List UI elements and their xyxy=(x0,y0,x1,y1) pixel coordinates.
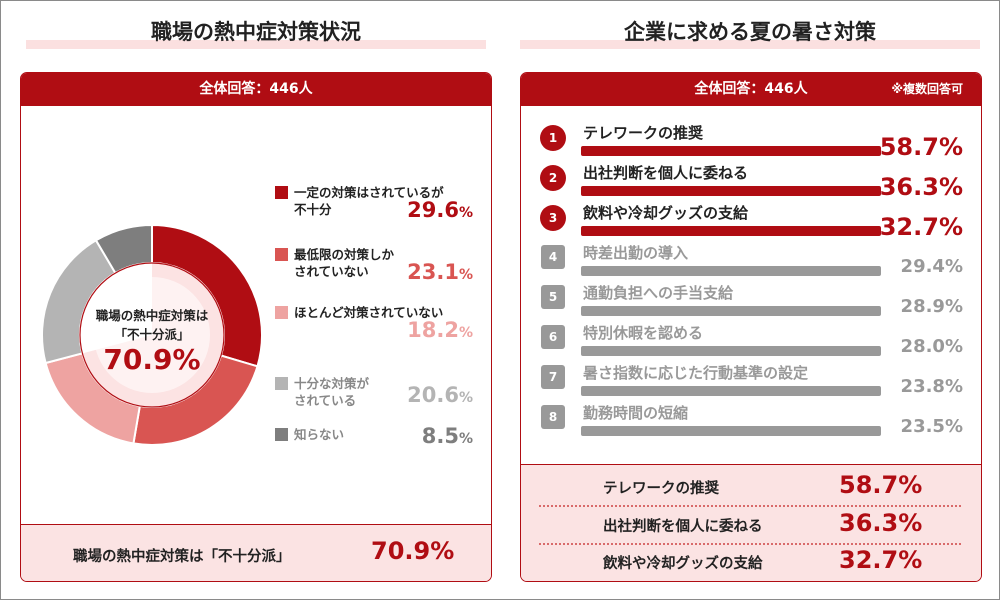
left-summary-bar: 職場の熱中症対策は「不十分派」 70.9% xyxy=(21,524,491,581)
bar-value: 23.8% xyxy=(900,376,963,397)
legend-percent-number: 29.6 xyxy=(407,198,459,222)
legend-percent: 23.1% xyxy=(393,260,473,284)
right-panel: 全体回答：446人 ※複数回答可 1 テレワークの推奨 58.7% 2 出社判断を個人に… xyxy=(520,72,982,582)
top3-value: 36.3% xyxy=(839,509,923,537)
rank-badge: 7 xyxy=(541,365,565,389)
bar xyxy=(581,346,881,356)
rank-badge: 4 xyxy=(541,245,565,269)
top3-row: 出社判断を個人に委ねる 36.3% xyxy=(539,505,961,542)
top3-label: 飲料や冷却グッズの支給 xyxy=(603,556,763,572)
bar-value: 29.4% xyxy=(900,256,963,277)
rank-badge: 3 xyxy=(540,205,566,231)
bar-value: 23.5% xyxy=(900,416,963,437)
legend-label-line: 知らない xyxy=(294,427,345,442)
right-title: 企業に求める夏の暑さ対策 xyxy=(624,20,876,44)
rank-badge: 5 xyxy=(541,285,565,309)
legend-percent-number: 23.1 xyxy=(407,260,459,284)
divider xyxy=(539,505,961,507)
bar-label: 飲料や冷却グッズの支給 xyxy=(583,204,749,222)
bar-label: 暑さ指数に応じた行動基準の設定 xyxy=(583,364,809,382)
left-summary-value: 70.9% xyxy=(371,537,455,565)
rank-badge: 2 xyxy=(540,165,566,191)
top3-summary-box: テレワークの推奨 58.7% 出社判断を個人に委ねる 36.3% 飲料や冷却グッ… xyxy=(521,464,981,581)
legend-percent: 29.6% xyxy=(393,198,473,222)
bar-label: 時差出勤の導入 xyxy=(583,244,689,262)
donut-chart xyxy=(41,223,263,446)
bar-label: 出社判断を個人に委ねる xyxy=(583,164,749,182)
bar-value: 28.0% xyxy=(900,336,963,357)
bar-value: 32.7% xyxy=(879,213,963,241)
bar xyxy=(581,306,881,316)
right-title-underline xyxy=(520,40,980,49)
left-summary-label: 職場の熱中症対策は「不十分派」 xyxy=(73,549,291,565)
legend-percent: 8.5% xyxy=(393,424,473,448)
legend-label: 十分な対策が されている xyxy=(294,375,369,409)
legend-percent-unit: % xyxy=(458,325,473,341)
bar xyxy=(581,186,881,196)
bar xyxy=(581,226,881,236)
inner-core xyxy=(94,277,210,393)
legend-label-line: 十分な対策が xyxy=(294,376,370,391)
bar xyxy=(581,266,881,276)
legend-label: 最低限の対策しか されていない xyxy=(294,246,394,280)
legend-percent-unit: % xyxy=(458,390,473,406)
legend-label-line: されていない xyxy=(294,264,369,279)
bar xyxy=(581,386,881,396)
top3-label: 出社判断を個人に委ねる xyxy=(603,519,763,535)
bar-value: 28.9% xyxy=(900,296,963,317)
legend-swatch xyxy=(275,377,288,390)
legend-percent: 20.6% xyxy=(393,383,473,407)
legend-percent-number: 18.2 xyxy=(407,318,459,342)
rank-badge: 1 xyxy=(540,125,566,151)
legend-label: ほとんど対策されていない xyxy=(294,304,443,321)
legend-swatch xyxy=(275,306,288,319)
bar xyxy=(581,146,881,156)
bar-label: テレワークの推奨 xyxy=(583,124,704,142)
divider xyxy=(539,543,961,545)
bar-value: 58.7% xyxy=(879,133,963,161)
left-title-underline xyxy=(26,40,486,49)
center-value: 70.9% xyxy=(103,343,201,376)
legend-swatch xyxy=(275,186,288,199)
legend-label: 一定の対策はされているが 不十分 xyxy=(294,184,444,218)
legend-label-line: 一定の対策はされているが xyxy=(294,185,444,200)
left-title: 職場の熱中症対策状況 xyxy=(151,20,361,44)
left-panel: 全体回答：446人 職場の熱中症対策は 「不十分派」 70.9% 一定の対策はさ… xyxy=(20,72,492,582)
top3-value: 58.7% xyxy=(839,471,923,499)
legend-percent-unit: % xyxy=(458,267,473,283)
rank-badge: 6 xyxy=(541,325,565,349)
bar-label: 特別休暇を認める xyxy=(583,324,704,342)
center-text-line2: 「不十分派」 xyxy=(114,327,190,342)
right-panel-header: 全体回答：446人 xyxy=(521,73,981,106)
legend-percent: 18.2% xyxy=(393,318,473,342)
legend-swatch xyxy=(275,428,288,441)
bar xyxy=(581,426,881,436)
bar-value: 36.3% xyxy=(879,173,963,201)
legend-label-line: ほとんど対策されていない xyxy=(294,305,444,320)
top3-value: 32.7% xyxy=(839,546,923,574)
bar-label: 通勤負担への手当支給 xyxy=(583,284,734,302)
bar-label: 勤務時間の短縮 xyxy=(583,404,689,422)
top3-row: 飲料や冷却グッズの支給 32.7% xyxy=(539,542,961,579)
legend-swatch xyxy=(275,248,288,261)
inner-ring-outline xyxy=(79,262,225,408)
legend-percent-number: 20.6 xyxy=(407,383,459,407)
legend-label: 知らない xyxy=(294,426,344,443)
legend-percent-number: 8.5 xyxy=(421,424,459,448)
legend-label-line: 不十分 xyxy=(294,202,332,217)
rank-badge: 8 xyxy=(541,405,565,429)
legend-label-line: 最低限の対策しか xyxy=(294,247,395,262)
legend-percent-unit: % xyxy=(458,431,473,447)
legend-label-line: されている xyxy=(294,393,357,408)
multiple-answer-note: ※複数回答可 xyxy=(891,82,963,96)
top3-row: テレワークの推奨 58.7% xyxy=(539,467,961,504)
legend-percent-unit: % xyxy=(458,205,473,221)
top3-label: テレワークの推奨 xyxy=(603,481,719,497)
left-panel-header: 全体回答：446人 xyxy=(21,73,491,106)
center-text-line1: 職場の熱中症対策は xyxy=(95,308,209,323)
